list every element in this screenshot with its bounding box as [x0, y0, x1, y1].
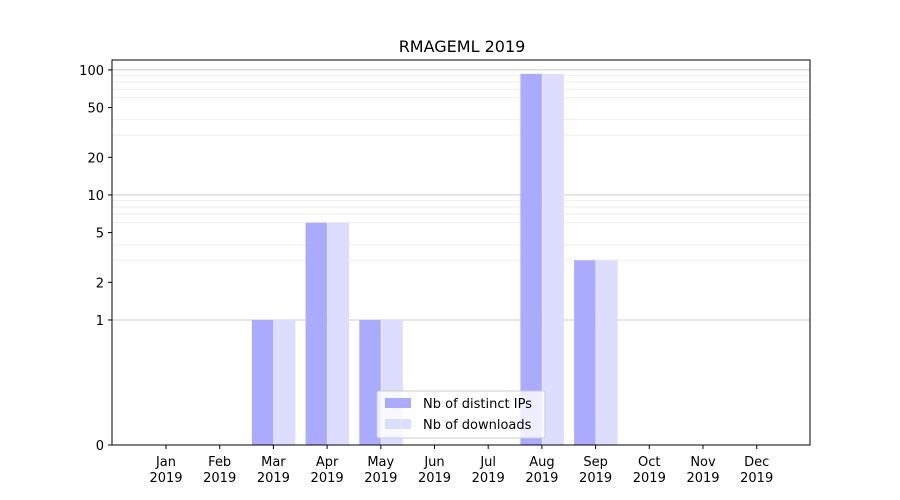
- y-tick-label: 2: [96, 276, 104, 291]
- x-tick-label: Nov 2019: [686, 455, 719, 486]
- x-tick-month: Dec: [744, 455, 769, 470]
- x-tick-month: Nov: [690, 455, 716, 470]
- y-axis: 0 1 2 5 10 20 50 100: [79, 64, 112, 454]
- y-tick-label: 1: [96, 314, 104, 329]
- x-tick-month: Feb: [208, 455, 231, 470]
- y-tick-label: 50: [87, 102, 104, 117]
- bar-distinct-ips: [305, 222, 328, 445]
- x-tick-label: Jan 2019: [149, 455, 182, 486]
- x-tick-month: Jul: [479, 455, 496, 470]
- y-tick-label: 100: [79, 64, 104, 79]
- x-tick-label: Jul 2019: [472, 455, 505, 486]
- x-tick-year: 2019: [257, 471, 290, 486]
- x-tick-year: 2019: [740, 471, 773, 486]
- x-tick-year: 2019: [579, 471, 612, 486]
- x-tick-month: Jun: [423, 455, 444, 470]
- x-tick-label: May 2019: [364, 455, 397, 486]
- legend-swatch-distinct-ips: [385, 398, 411, 408]
- x-tick-year: 2019: [149, 471, 182, 486]
- plot-frame: [111, 59, 811, 446]
- x-tick-label: Aug 2019: [525, 455, 558, 486]
- bar-distinct-ips: [574, 260, 596, 445]
- x-tick-year: 2019: [525, 471, 558, 486]
- bar-downloads: [273, 319, 296, 445]
- bar-distinct-ips: [251, 319, 274, 445]
- x-tick-label: Jun 2019: [418, 455, 451, 486]
- x-tick-month: Oct: [638, 455, 660, 470]
- legend-swatch-downloads: [385, 419, 411, 429]
- legend-box: [376, 390, 546, 439]
- x-tick-label: Apr 2019: [311, 455, 344, 486]
- y-tick-label: 5: [96, 227, 104, 242]
- x-tick-year: 2019: [418, 471, 451, 486]
- bar-distinct-ips: [359, 319, 381, 445]
- x-tick-label: Mar 2019: [257, 455, 290, 486]
- legend-label-distinct-ips: Nb of distinct IPs: [423, 397, 532, 412]
- x-tick-month: Jan: [155, 455, 176, 470]
- x-tick-month: Sep: [583, 455, 608, 470]
- chart-title: RMAGEML 2019: [399, 37, 526, 56]
- x-tick-label: Dec 2019: [740, 455, 773, 486]
- grid: [112, 69, 810, 321]
- x-tick-year: 2019: [686, 471, 719, 486]
- x-tick-month: May: [367, 455, 394, 470]
- bar-downloads: [596, 260, 618, 445]
- x-tick-label: Sep 2019: [579, 455, 612, 486]
- x-tick-year: 2019: [633, 471, 666, 486]
- bar-downloads: [542, 73, 564, 445]
- y-tick-label: 20: [87, 151, 104, 166]
- x-tick-label: Oct 2019: [633, 455, 666, 486]
- y-tick-label: 0: [96, 439, 104, 454]
- x-tick-year: 2019: [311, 471, 344, 486]
- x-tick-year: 2019: [203, 471, 236, 486]
- x-tick-year: 2019: [472, 471, 505, 486]
- legend-label-downloads: Nb of downloads: [423, 418, 532, 433]
- x-tick-month: Aug: [529, 455, 554, 470]
- x-tick-month: Apr: [316, 455, 339, 470]
- bar-distinct-ips: [520, 73, 542, 445]
- bars: [251, 73, 618, 445]
- y-tick-label: 10: [87, 189, 104, 204]
- x-tick-label: Feb 2019: [203, 455, 236, 486]
- legend: Nb of distinct IPs Nb of downloads: [376, 390, 546, 439]
- x-tick-year: 2019: [364, 471, 397, 486]
- bar-downloads: [327, 222, 350, 445]
- x-tick-month: Mar: [261, 455, 286, 470]
